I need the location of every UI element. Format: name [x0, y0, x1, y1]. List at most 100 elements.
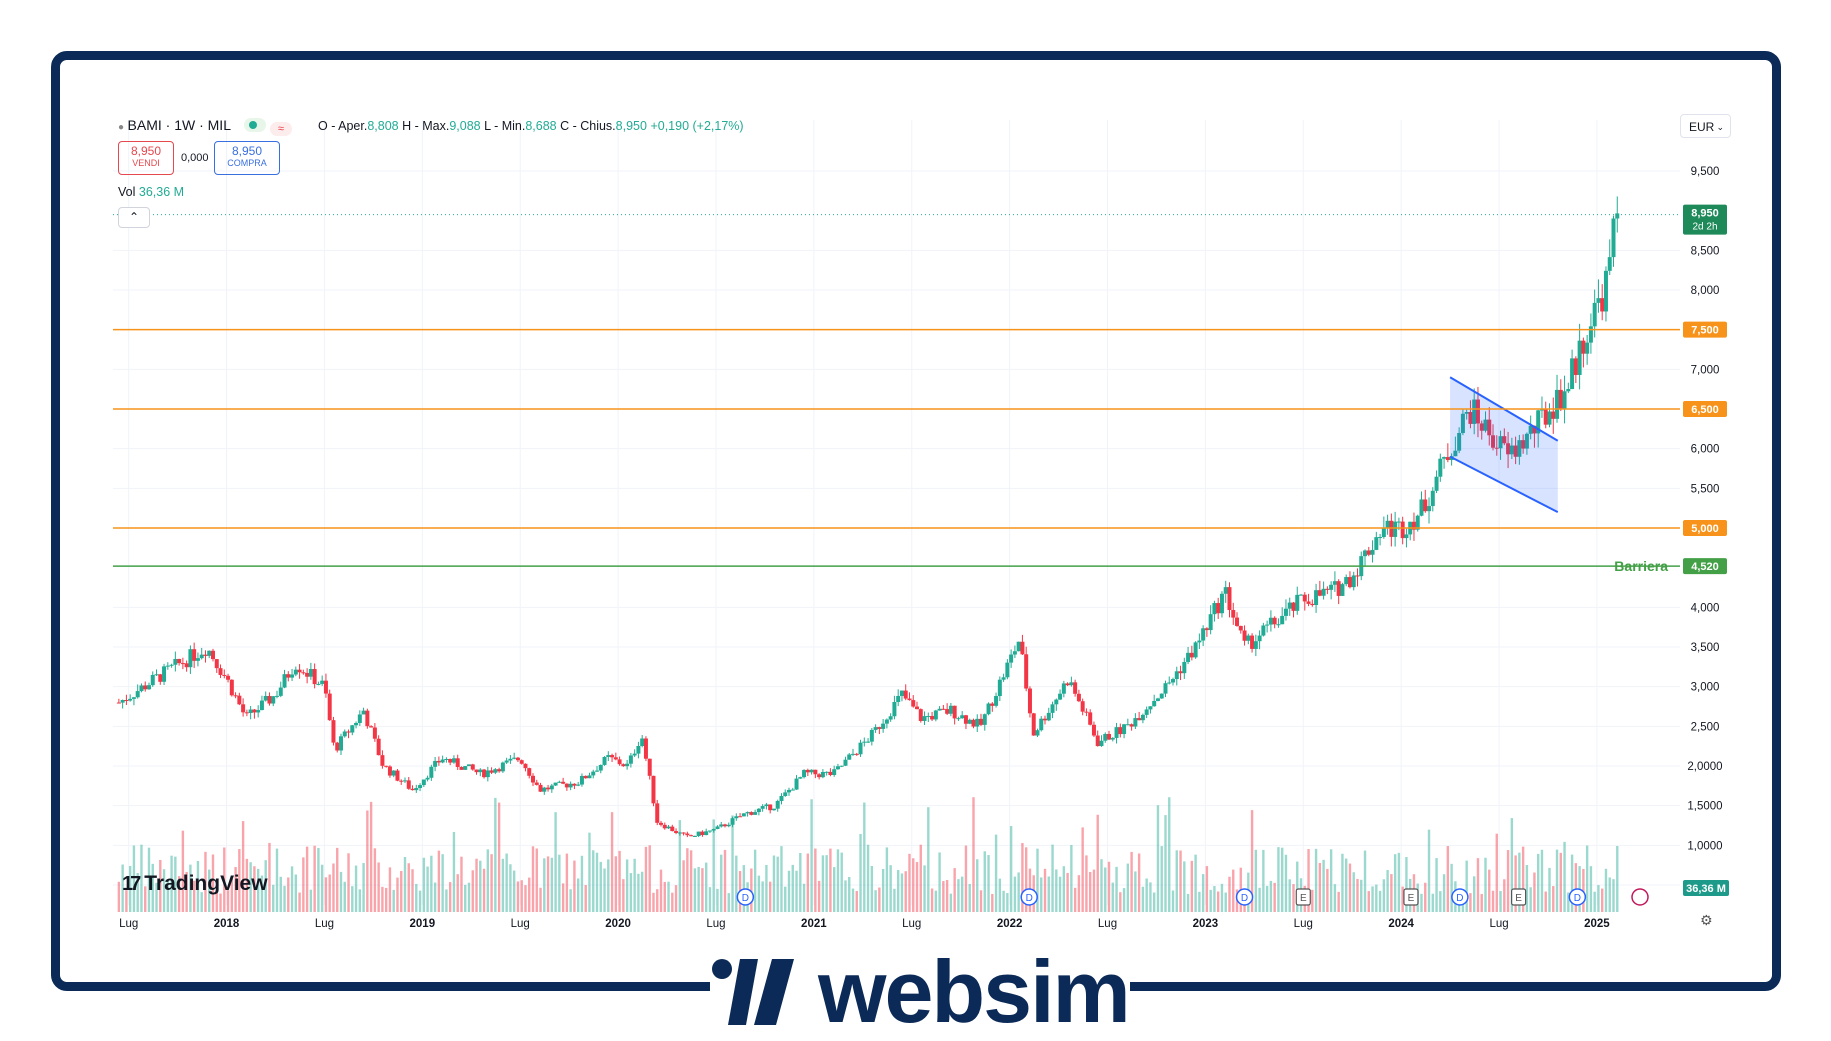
candle-body: [173, 658, 178, 665]
level-label: 5,000: [1691, 523, 1719, 535]
sell-button[interactable]: 8,950 VENDI: [118, 141, 174, 175]
candle-body: [1012, 651, 1017, 655]
candle-body: [1573, 358, 1578, 375]
volume-bar: [1540, 849, 1544, 912]
candle-body: [741, 813, 746, 817]
candle-body: [764, 804, 769, 807]
dividend-event-icon: [1020, 888, 1038, 906]
candle-body: [1265, 624, 1270, 626]
volume-bar: [384, 887, 388, 912]
volume-bar: [720, 854, 723, 912]
candle-body: [195, 658, 200, 661]
candle-body: [1611, 218, 1616, 258]
candle-body: [617, 759, 622, 765]
candle-body: [809, 769, 814, 773]
chart-frame: [51, 51, 1781, 991]
volume-bar: [1126, 863, 1130, 912]
candle-body: [308, 669, 313, 677]
candle-body: [199, 654, 204, 659]
volume-bar: [945, 879, 949, 912]
volume-bar: [629, 873, 633, 912]
volume-bar: [573, 860, 576, 912]
volume-bar: [1544, 891, 1547, 912]
y-tick-label: 9,500: [1691, 166, 1720, 178]
volume-bar: [1096, 814, 1099, 912]
candle-body: [128, 698, 133, 701]
volume-bar: [934, 890, 938, 912]
candle-body: [802, 769, 807, 778]
candle-body: [546, 787, 551, 790]
volume-bar: [799, 852, 802, 912]
candle-body: [527, 768, 532, 776]
volume-bar: [136, 873, 139, 912]
symbol-header[interactable]: ● BAMI · 1W · MIL ≈: [118, 117, 292, 136]
candle-body: [278, 687, 283, 696]
candle-body: [1080, 701, 1085, 712]
candle-body: [143, 685, 148, 690]
candle-body: [229, 679, 234, 696]
level-label-box: [1683, 558, 1727, 575]
candle-body: [568, 783, 573, 788]
y-tick-label: 8,500: [1691, 245, 1720, 257]
candle-body: [1242, 630, 1247, 641]
candle-body: [775, 800, 780, 809]
candle-body: [1332, 581, 1337, 585]
candle-body: [297, 669, 302, 673]
volume-bar: [716, 888, 719, 912]
candle-body: [674, 831, 679, 833]
volume-bar: [1333, 884, 1337, 912]
candle-body: [1479, 423, 1484, 431]
candle-body: [523, 763, 528, 769]
wave-icon[interactable]: ≈: [269, 122, 292, 136]
candle-body: [135, 691, 140, 698]
candle-body: [192, 649, 197, 661]
volume-bar: [358, 889, 362, 912]
candle-body: [704, 831, 709, 836]
volume-bar: [870, 866, 874, 912]
buy-button[interactable]: 8,950 COMPRA: [214, 141, 280, 175]
volume-bar: [1585, 845, 1589, 912]
volume-bar: [204, 851, 207, 912]
candle-body: [749, 812, 754, 815]
x-tick-label: 2021: [801, 918, 827, 930]
candle-body: [847, 754, 852, 760]
candle-body: [1355, 575, 1360, 577]
volume-bar: [264, 860, 267, 912]
candle-body: [1494, 447, 1499, 449]
candle-body: [700, 831, 705, 836]
candle-body: [903, 690, 908, 699]
candle-body: [877, 727, 882, 729]
candle-body: [1317, 590, 1322, 596]
collapse-legend-button[interactable]: ⌃: [118, 207, 150, 228]
volume-bar: [802, 883, 806, 912]
earnings-event-icon: [1295, 888, 1311, 906]
volume-bar: [1488, 869, 1491, 912]
volume-bar: [1024, 847, 1028, 912]
volume-bar: [1420, 893, 1423, 912]
candle-body: [922, 716, 927, 721]
earnings-event-icon: [1511, 888, 1527, 906]
volume-bar: [1280, 847, 1284, 912]
volume-bar: [305, 846, 309, 912]
candle-body: [1513, 445, 1518, 457]
last-price-label: 8,950: [1691, 208, 1719, 220]
volume-bar: [482, 868, 486, 912]
gear-icon[interactable]: ⚙: [1700, 912, 1713, 928]
candle-body: [828, 771, 833, 775]
volume-bar: [678, 820, 682, 912]
volume-bar: [1593, 891, 1596, 912]
candle-body: [478, 769, 483, 773]
volume-bar: [535, 848, 538, 912]
volume-bar: [1495, 833, 1498, 912]
volume-bar: [735, 855, 738, 912]
candle-body: [1216, 603, 1221, 614]
candle-body: [1453, 450, 1458, 457]
candle-body: [621, 764, 626, 767]
volume-bar: [287, 877, 290, 912]
volume-bar: [509, 864, 512, 912]
volume-bar: [806, 853, 810, 912]
currency-select[interactable]: EUR ⌄: [1680, 114, 1731, 138]
volume-bar: [614, 856, 618, 912]
candle-body: [1118, 727, 1123, 735]
